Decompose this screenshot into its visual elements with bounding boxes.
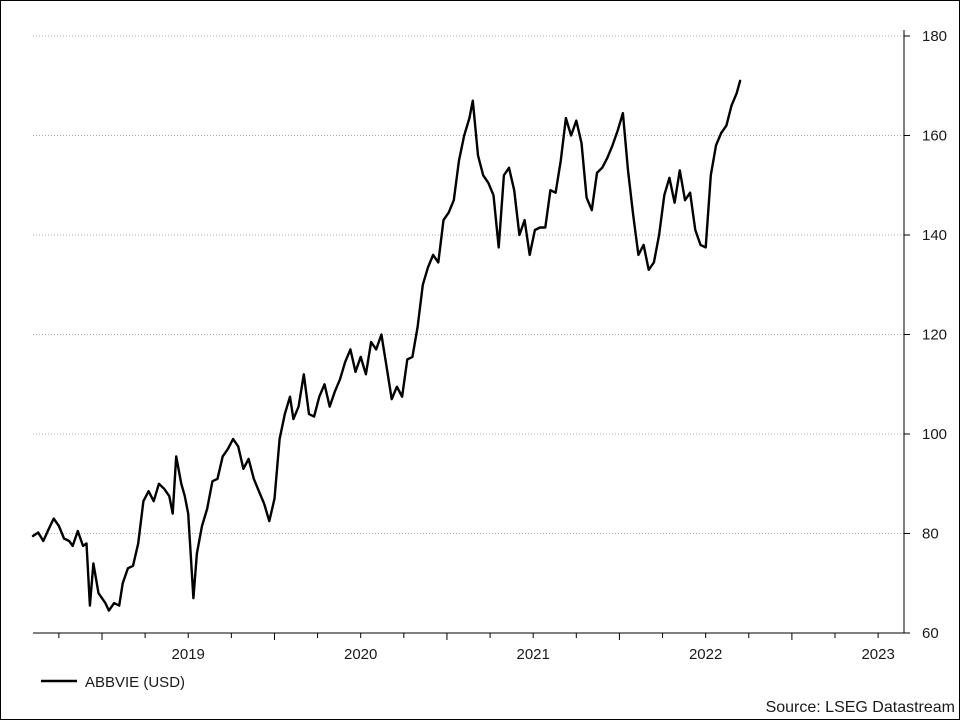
x-tick-label: 2019 [172, 646, 205, 663]
x-tick-label: 2021 [516, 646, 549, 663]
x-tick-label: 2020 [344, 646, 377, 663]
x-tick-label: 2023 [861, 646, 894, 663]
y-tick-label: 80 [922, 526, 939, 543]
y-tick-label: 120 [922, 327, 947, 344]
plot-area [31, 79, 742, 612]
y-tick-label: 140 [922, 227, 947, 244]
y-axis: 60 80 100 120 140 160 180 [903, 28, 947, 642]
y-tick-label: 60 [922, 625, 939, 642]
y-tick-label: 160 [922, 128, 947, 145]
legend: ABBVIE (USD) [41, 674, 185, 691]
series-line-abbvie [31, 79, 742, 612]
y-tick-label: 100 [922, 426, 947, 443]
x-axis: 2019 2020 2021 2022 2023 [33, 632, 904, 663]
grid-lines [33, 35, 904, 534]
legend-label: ABBVIE (USD) [85, 674, 185, 691]
y-tick-label: 180 [922, 28, 947, 45]
source-note: Source: LSEG Datastream [765, 699, 955, 716]
x-tick-label: 2022 [689, 646, 722, 663]
